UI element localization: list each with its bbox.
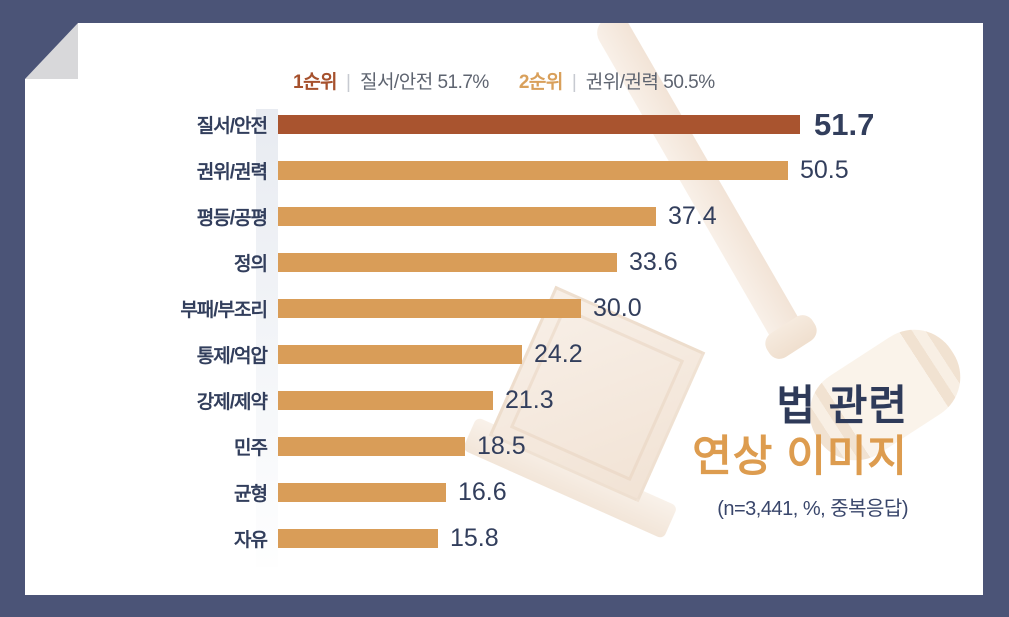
bar-row: 평등/공평 37.4 — [25, 202, 983, 230]
bar-zone: 50.5 — [278, 156, 849, 185]
bar-row: 통제/억압 24.2 — [25, 340, 983, 368]
value-label: 30.0 — [593, 294, 642, 322]
category-label: 자유 — [234, 530, 268, 551]
bar-row: 권위/권력 50.5 — [25, 156, 983, 184]
category-label: 민주 — [234, 438, 268, 459]
infographic-card: 1순위 | 질서/안전 51.7% 2순위 | 권위/권력 50.5% 질서/안전 51.… — [25, 23, 983, 595]
value-label: 37.4 — [668, 202, 717, 230]
category-label: 권위/권력 — [196, 162, 268, 183]
bar — [278, 483, 446, 502]
bar-zone: 18.5 — [278, 432, 526, 461]
bar-row: 부패/부조리 30.0 — [25, 294, 983, 322]
rank-legend: 1순위 | 질서/안전 51.7% 2순위 | 권위/권력 50.5% — [293, 67, 715, 94]
rank2-label: 2순위 — [518, 72, 564, 93]
value-label: 21.3 — [505, 386, 554, 414]
title-line1: 법 관련 — [776, 382, 908, 429]
value-label: 24.2 — [534, 340, 583, 368]
bar-zone: 15.8 — [278, 524, 499, 553]
rank1-label: 1순위 — [293, 72, 338, 93]
bar — [278, 161, 788, 180]
rank1-item: 1순위 | 질서/안전 51.7% — [293, 67, 489, 94]
bar — [278, 529, 438, 548]
category-label: 균형 — [234, 484, 268, 505]
bar-zone: 24.2 — [278, 340, 583, 369]
bar — [278, 115, 800, 134]
bar — [278, 299, 581, 318]
sample-note: (n=3,441, %, 중복응답) — [717, 498, 908, 521]
category-label: 통제/억압 — [196, 346, 268, 367]
bar — [278, 253, 617, 272]
rank2-item: 2순위 | 권위/권력 50.5% — [519, 67, 715, 94]
title-line2: 연상 이미지 — [692, 433, 908, 482]
bar-zone: 51.7 — [278, 107, 874, 143]
title-block: 법 관련 연상 이미지 (n=3,441, %, 중복응답) — [692, 382, 908, 521]
bar-zone: 21.3 — [278, 386, 554, 415]
bar-zone: 37.4 — [278, 202, 717, 231]
bar-zone: 30.0 — [278, 294, 642, 323]
bar — [278, 391, 493, 410]
value-label: 51.7 — [814, 106, 875, 142]
bar-row: 자유 15.8 — [25, 524, 983, 552]
bar-zone: 33.6 — [278, 248, 678, 277]
category-label: 정의 — [234, 254, 268, 275]
bar-row: 질서/안전 51.7 — [25, 107, 983, 142]
category-label: 강제/제약 — [196, 392, 268, 413]
value-label: 15.8 — [450, 524, 499, 552]
value-label: 33.6 — [629, 248, 678, 276]
bar — [278, 345, 522, 364]
rank2-text: 권위/권력 50.5% — [585, 72, 715, 93]
separator: | — [346, 72, 351, 93]
rank1-text: 질서/안전 51.7% — [359, 72, 489, 93]
bar — [278, 207, 656, 226]
value-label: 18.5 — [477, 432, 526, 460]
bar-row: 정의 33.6 — [25, 248, 983, 276]
category-label: 질서/안전 — [196, 116, 268, 137]
separator: | — [571, 72, 577, 93]
bar-zone: 16.6 — [278, 478, 507, 507]
value-label: 16.6 — [458, 478, 507, 506]
value-label: 50.5 — [800, 156, 849, 184]
category-label: 부패/부조리 — [180, 300, 268, 321]
bar — [278, 437, 465, 456]
axis-shade — [256, 109, 278, 567]
category-label: 평등/공평 — [196, 208, 268, 229]
